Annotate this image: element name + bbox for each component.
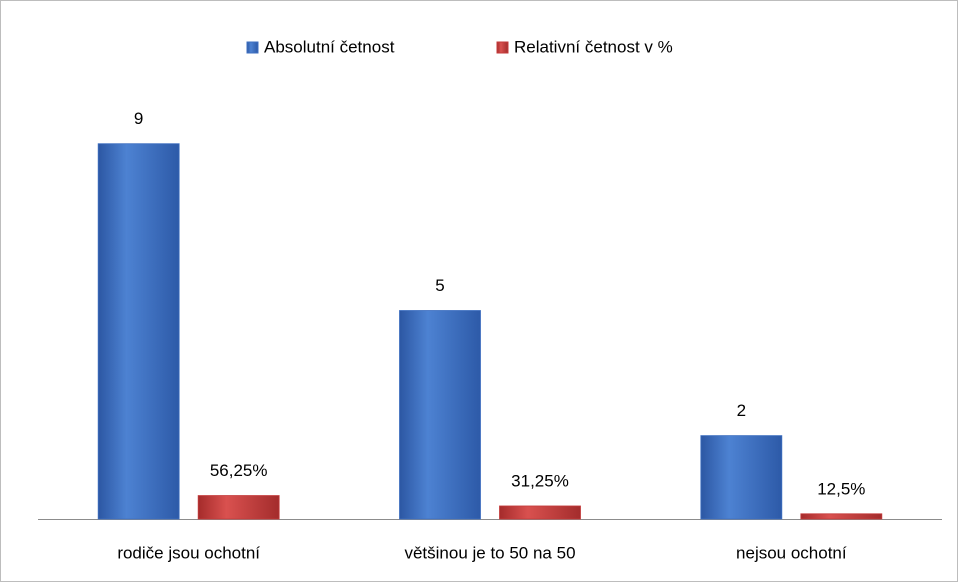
x-tick-label: rodiče jsou ochotní bbox=[117, 543, 260, 562]
data-label: 12,5% bbox=[817, 479, 865, 498]
data-label: 5 bbox=[435, 276, 444, 295]
data-label: 2 bbox=[737, 401, 746, 420]
bar bbox=[97, 143, 180, 520]
legend-label: Absolutní četnost bbox=[264, 37, 395, 56]
legend-swatch bbox=[496, 41, 509, 54]
bar bbox=[700, 435, 783, 520]
x-tick-label: nejsou ochotní bbox=[736, 543, 847, 562]
legend-swatch bbox=[246, 41, 259, 54]
bar bbox=[197, 495, 280, 520]
bar bbox=[499, 505, 581, 520]
legend-label: Relativní četnost v % bbox=[514, 37, 673, 56]
x-tick-label: většinou je to 50 na 50 bbox=[404, 543, 575, 562]
bar bbox=[399, 310, 481, 520]
data-label: 56,25% bbox=[210, 461, 268, 480]
bar bbox=[800, 513, 883, 520]
data-label: 31,25% bbox=[511, 471, 569, 490]
data-label: 9 bbox=[134, 109, 143, 128]
